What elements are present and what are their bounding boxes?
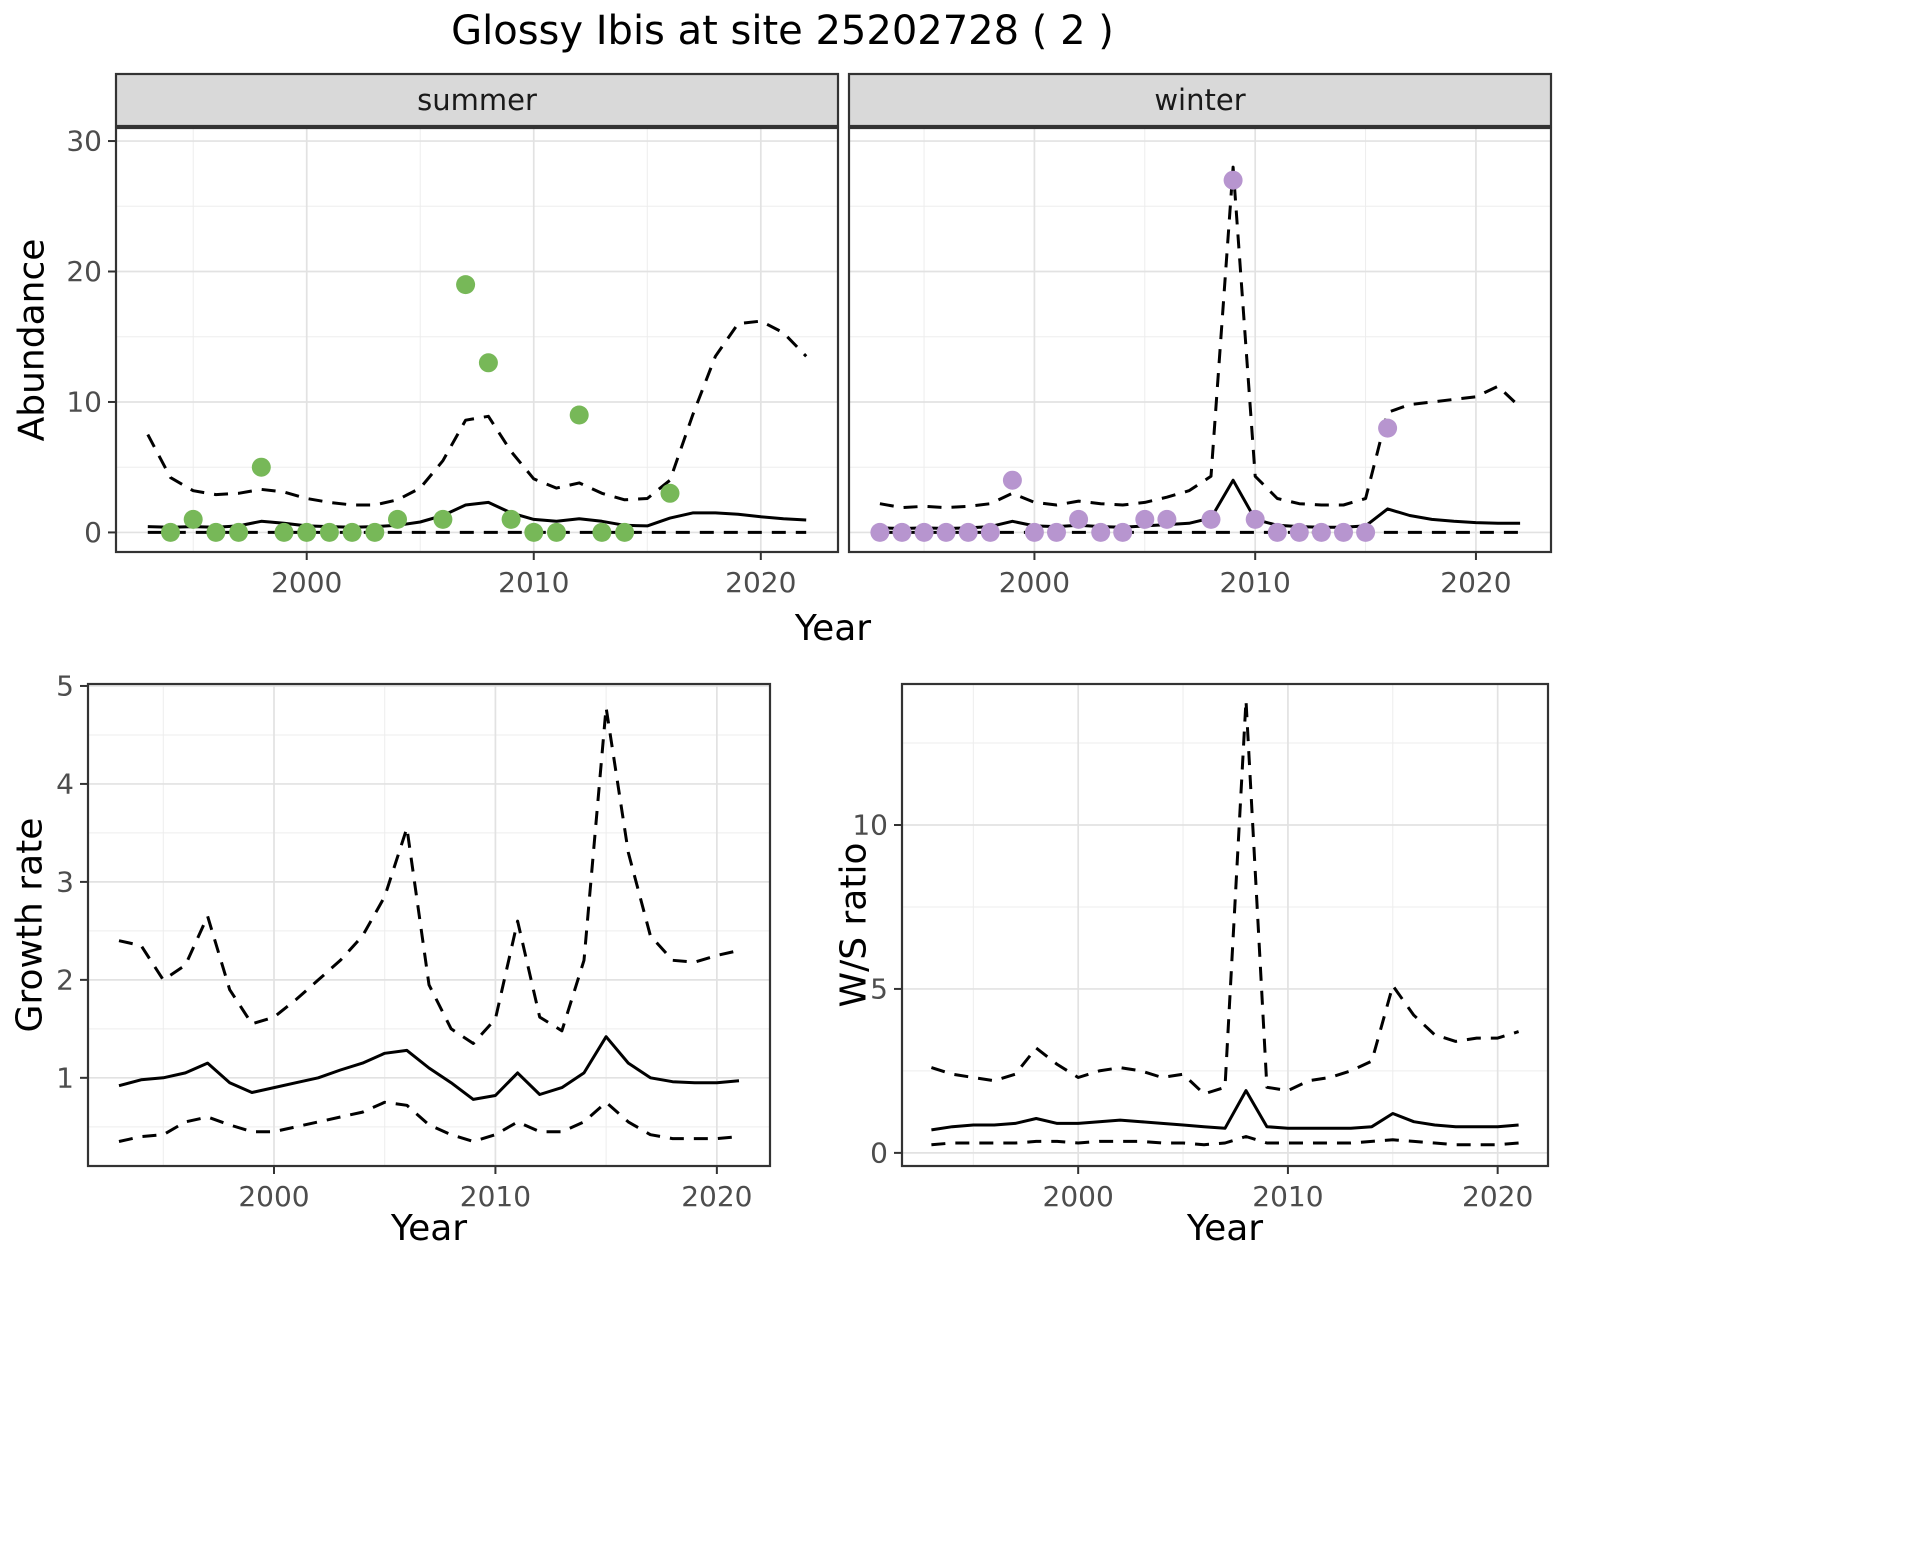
svg-text:2000: 2000: [999, 566, 1070, 599]
figure-title: Glossy Ibis at site 25202728 ( 2 ): [451, 8, 1114, 54]
growth-rate-chart: 2000 2010 2020 1 2 3 4 5: [56, 669, 772, 1213]
svg-text:0: 0: [870, 1136, 888, 1169]
svg-text:2000: 2000: [1043, 1180, 1114, 1213]
svg-text:0: 0: [84, 516, 102, 549]
svg-text:2020: 2020: [1440, 566, 1511, 599]
svg-text:4: 4: [56, 767, 74, 800]
svg-text:2010: 2010: [460, 1180, 531, 1213]
svg-text:10: 10: [852, 808, 888, 841]
svg-text:1: 1: [56, 1061, 74, 1094]
growth-x-axis-title: Year: [390, 1208, 468, 1249]
ws-ratio-chart: 2000 2010 2020 0 5 10: [852, 682, 1550, 1213]
svg-text:2020: 2020: [725, 566, 796, 599]
winter-abundance-facet-chart: winter 2000 2010 2020: [847, 72, 1553, 599]
ws-x-axis-title: Year: [1186, 1208, 1264, 1249]
abundance-axis-title: Abundance: [11, 238, 53, 442]
svg-text:10: 10: [66, 385, 102, 418]
svg-text:summer: summer: [417, 83, 537, 117]
svg-text:30: 30: [66, 125, 102, 158]
svg-text:2010: 2010: [1252, 1180, 1323, 1213]
svg-text:2020: 2020: [1462, 1180, 1533, 1213]
svg-text:2000: 2000: [271, 566, 342, 599]
svg-text:3: 3: [56, 865, 74, 898]
svg-text:2010: 2010: [1220, 566, 1291, 599]
summer-abundance-facet-chart: summer 2000 2010 2020 0 10 20 30: [66, 72, 840, 599]
svg-text:2: 2: [56, 963, 74, 996]
top-x-axis-title: Year: [794, 608, 872, 649]
svg-text:2010: 2010: [498, 566, 569, 599]
svg-text:2020: 2020: [681, 1180, 752, 1213]
svg-text:5: 5: [870, 972, 888, 1005]
svg-text:5: 5: [56, 669, 74, 702]
svg-text:2000: 2000: [238, 1180, 309, 1213]
svg-text:20: 20: [66, 255, 102, 288]
svg-text:winter: winter: [1154, 83, 1245, 117]
